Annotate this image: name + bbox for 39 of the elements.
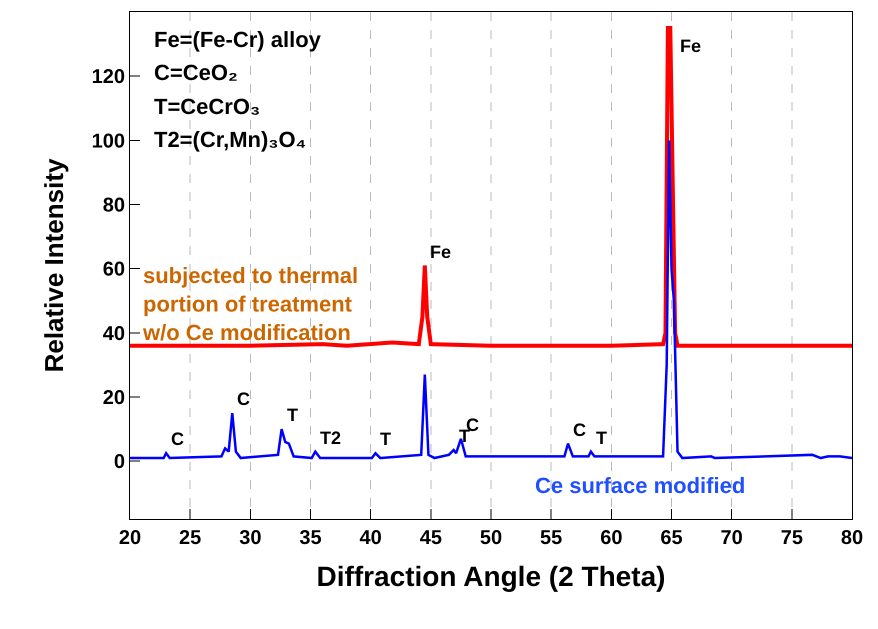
y-tick-label: 120 xyxy=(92,66,125,88)
annotation: T xyxy=(596,428,607,448)
y-tick-label: 0 xyxy=(114,451,125,474)
x-tick-label: 70 xyxy=(720,527,743,549)
annotation: C xyxy=(466,415,479,435)
x-tick-label: 20 xyxy=(118,527,142,549)
annotation: Fe=(Fe-Cr) alloy xyxy=(154,27,322,52)
x-tick-label: 80 xyxy=(840,527,864,549)
y-tick-label: 80 xyxy=(102,194,125,217)
y-tick-label: 40 xyxy=(102,322,125,345)
series-label: Ce surface modified xyxy=(535,473,746,498)
annotation: T=CeCrO₃ xyxy=(154,94,260,119)
x-tick-label: 25 xyxy=(179,527,202,549)
annotation: T xyxy=(380,429,391,449)
x-tick-label: 45 xyxy=(420,527,442,549)
x-tick-label: 35 xyxy=(299,527,322,549)
line-series xyxy=(130,26,852,348)
annotation: C=CeO₂ xyxy=(154,60,238,85)
annotation: Fe xyxy=(680,36,702,56)
annotation: C xyxy=(171,429,184,449)
y-tick-label: 60 xyxy=(102,258,125,281)
x-tick-label: 40 xyxy=(360,527,382,549)
annotation: Fe xyxy=(430,242,452,262)
x-axis-title: Diffraction Angle (2 Theta) xyxy=(316,561,666,592)
series-label: subjected to thermal portion of treatment w/o Ce modification xyxy=(142,263,358,346)
annotation: C xyxy=(573,420,586,440)
annotation: T xyxy=(287,405,298,425)
x-tick-label: 65 xyxy=(660,527,683,549)
x-tick-label: 60 xyxy=(600,527,622,549)
annotation: T2=(Cr,Mn)₃O₄ xyxy=(154,127,306,152)
x-tick-label: 50 xyxy=(480,527,502,549)
x-tick-label: 30 xyxy=(239,527,262,549)
annotation: C xyxy=(237,389,250,409)
annotation: T2 xyxy=(320,428,342,448)
x-tick-label: 75 xyxy=(780,527,803,549)
y-tick-label: 20 xyxy=(102,387,125,410)
y-tick-label: 100 xyxy=(92,130,125,152)
x-tick-label: 55 xyxy=(540,527,562,549)
y-axis-title: Relative Intensity xyxy=(39,158,70,372)
